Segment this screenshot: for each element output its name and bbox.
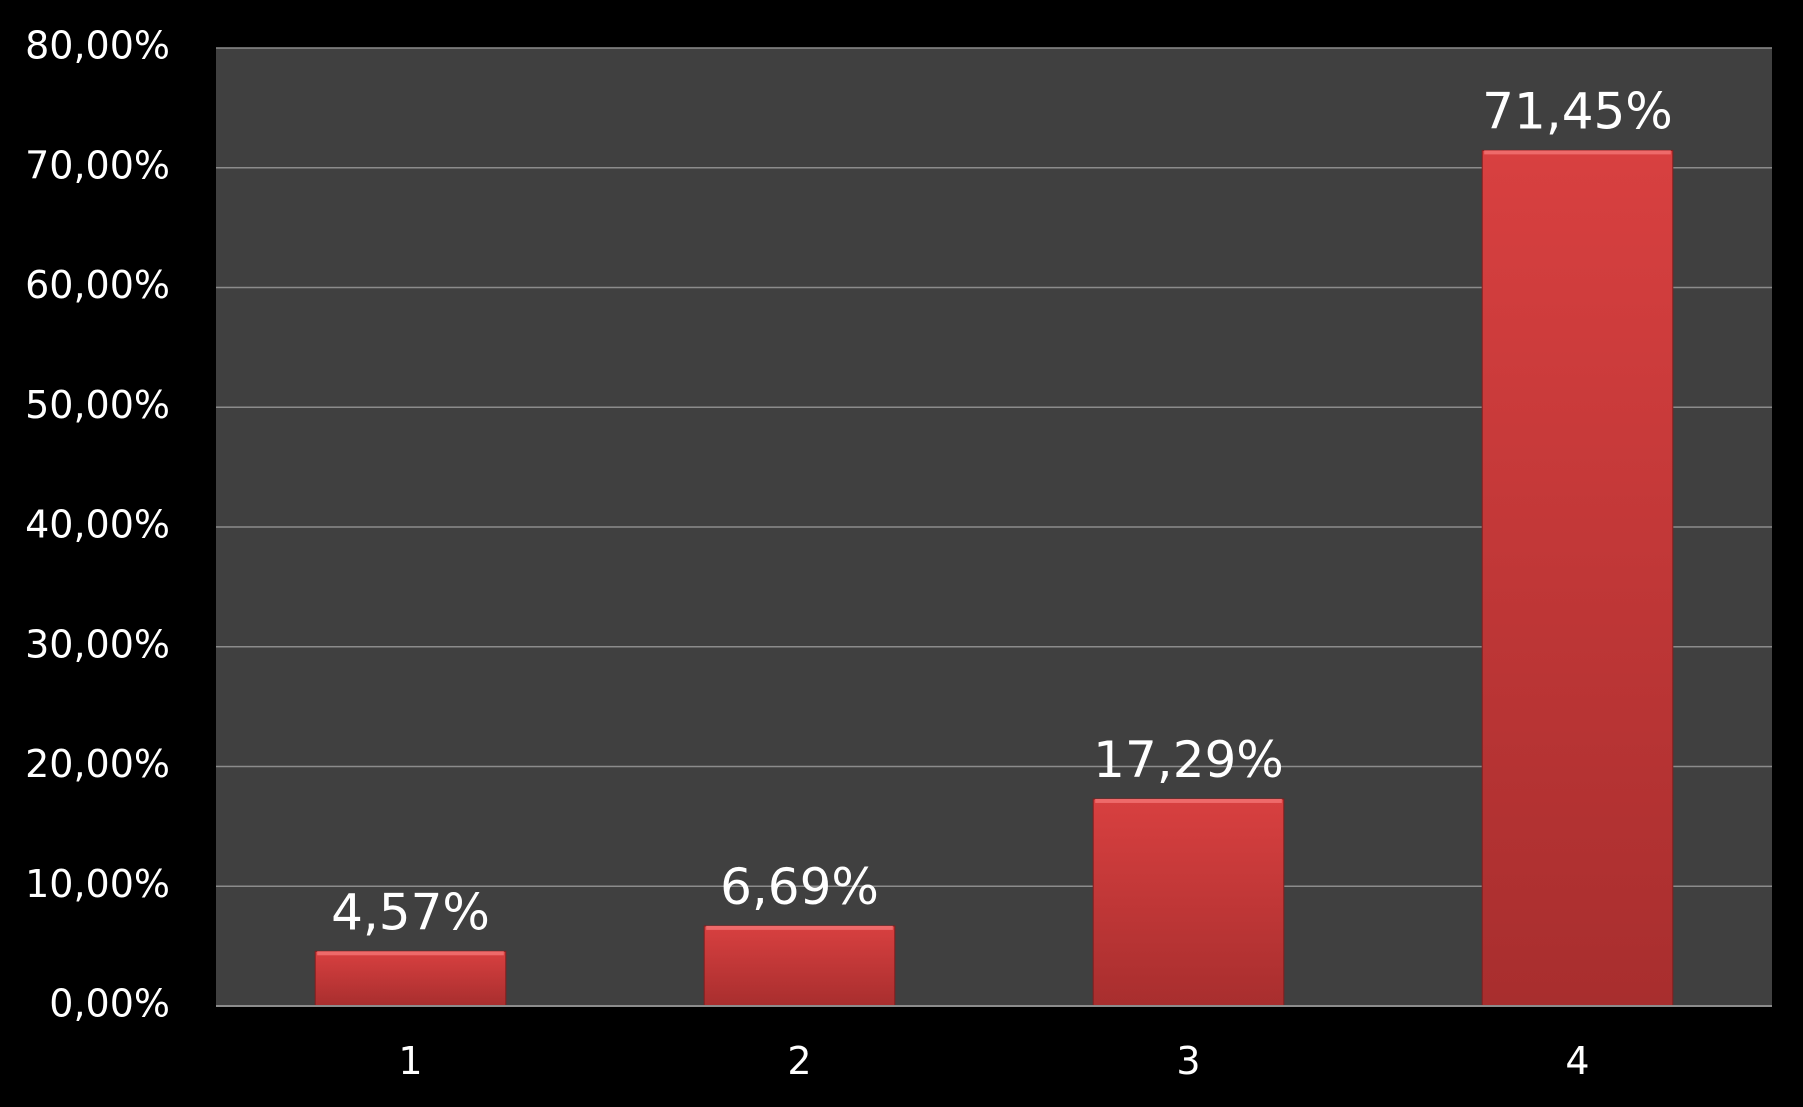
bar-highlight [317,951,504,956]
x-tick-label: 4 [1565,1039,1589,1083]
data-label: 17,29% [1093,731,1284,789]
bar-highlight [1484,150,1671,155]
data-label: 6,69% [720,858,879,916]
data-labels: 4,57% 6,69% 17,29% 71,45% [331,82,1673,941]
bars [314,149,1674,1007]
x-tick-label: 1 [398,1039,422,1083]
bar-highlight [706,925,893,930]
y-tick-label: 50,00% [25,383,170,427]
y-tick-label: 40,00% [25,503,170,547]
data-label: 71,45% [1482,82,1673,140]
data-label: 4,57% [331,883,490,941]
x-tick-label: 3 [1176,1039,1200,1083]
x-tick-label: 2 [787,1039,811,1083]
y-tick-label: 80,00% [25,24,170,68]
x-axis-tick-labels: 1 2 3 4 [398,1039,1589,1083]
bar [703,925,896,1007]
y-axis-tick-labels: 0,00% 10,00% 20,00% 30,00% 40,00% 50,00% 60,00… [25,24,170,1026]
bar [1481,149,1674,1007]
y-tick-label: 70,00% [25,143,170,187]
y-tick-label: 10,00% [25,862,170,906]
y-tick-label: 0,00% [49,982,170,1026]
bar [1092,798,1285,1007]
y-tick-label: 20,00% [25,742,170,786]
bar-highlight [1095,798,1282,803]
bar [314,950,507,1007]
y-tick-label: 30,00% [25,622,170,666]
y-tick-label: 60,00% [25,263,170,307]
